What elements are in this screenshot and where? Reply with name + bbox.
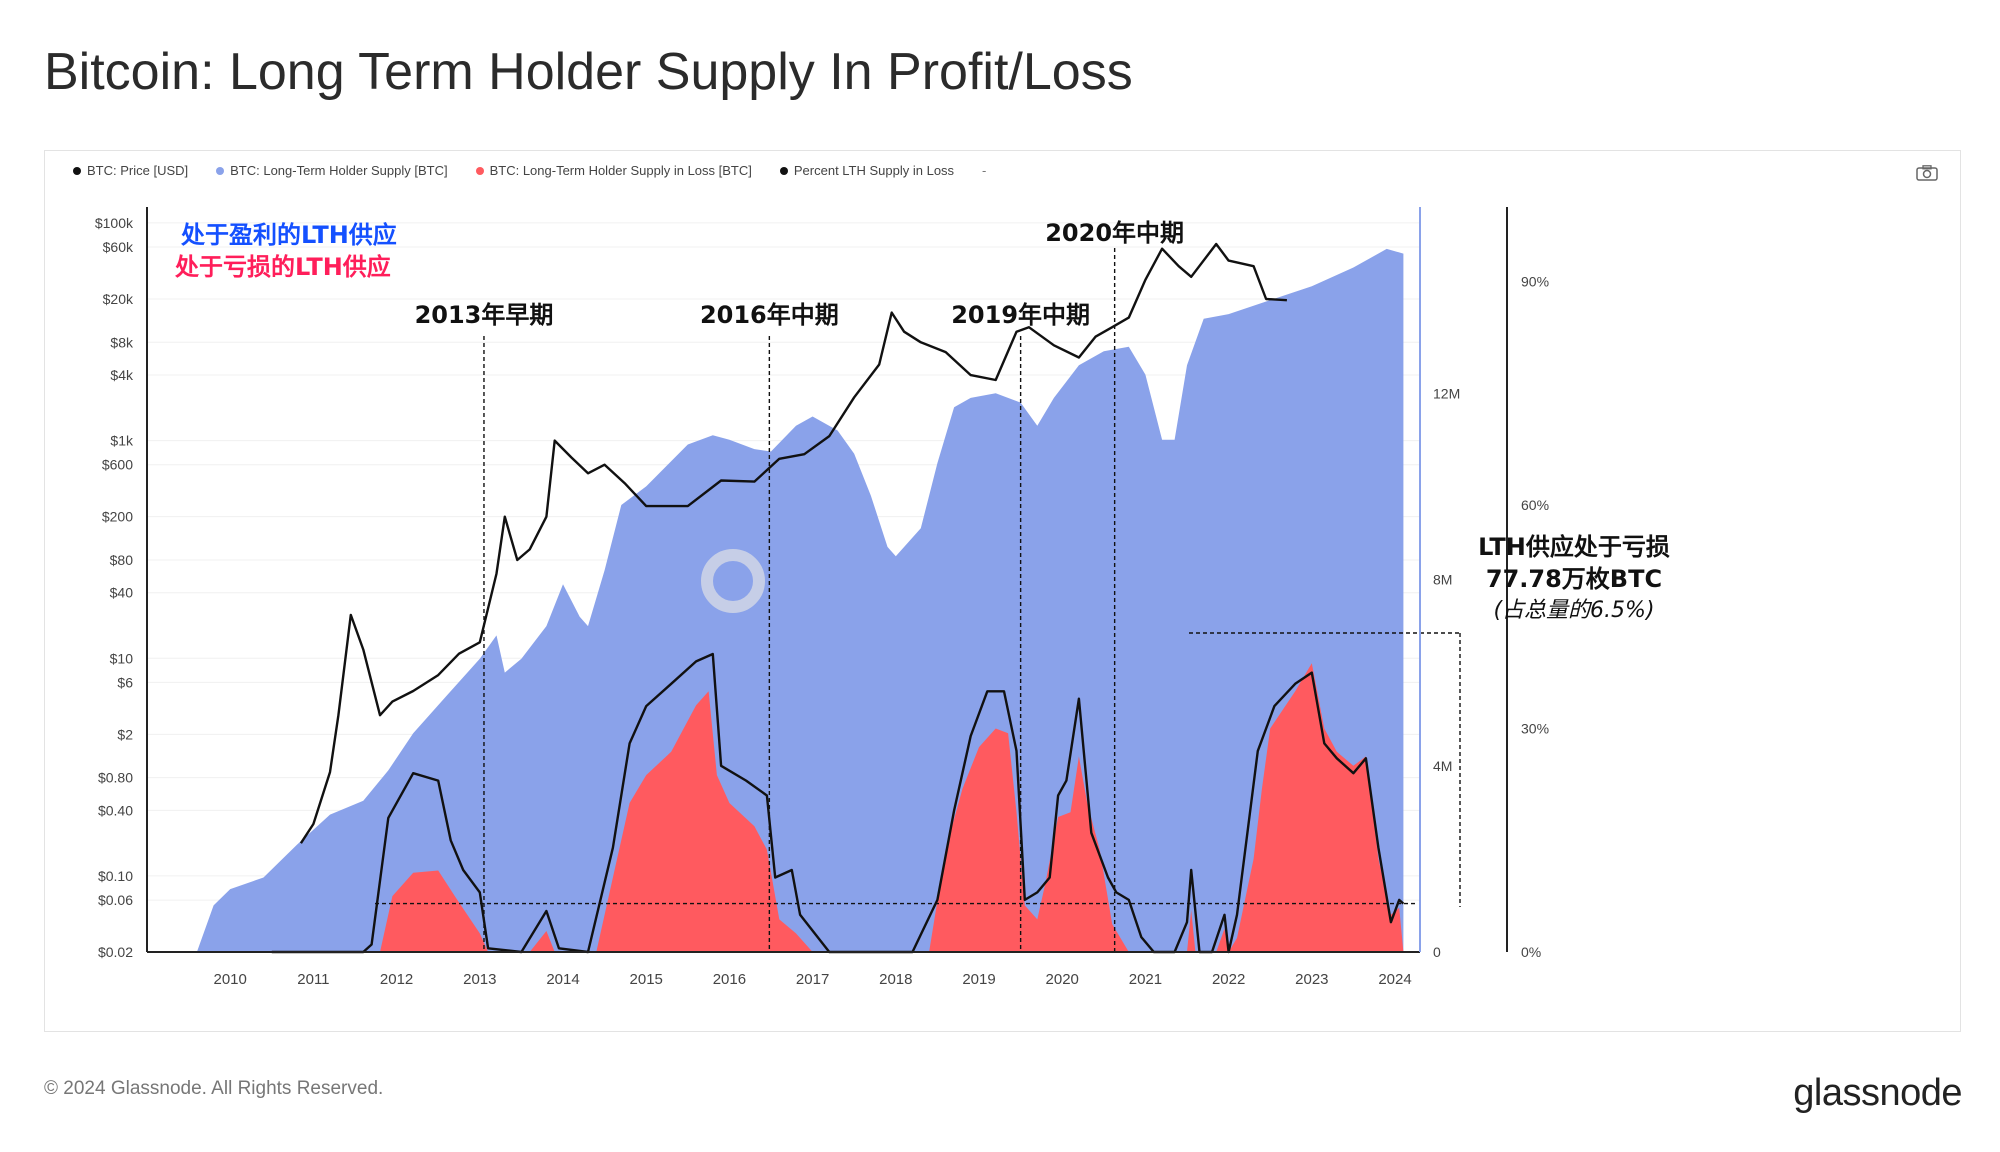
chart-svg: $100k $60k $20k $8k $4k $1k $600 $200 $80 $40 $10 $… [95, 207, 1670, 988]
price-tick-label: $0.06 [98, 892, 133, 908]
marker-label-1: 2016年中期 [700, 301, 839, 329]
price-tick-label: $2 [117, 726, 133, 742]
price-tick-label: $100k [95, 215, 134, 231]
legend-label-percent-loss: Percent LTH Supply in Loss [793, 163, 955, 178]
glassnode-logo[interactable]: glassnode [1793, 1072, 1962, 1114]
callout-line2: 77.78万枚BTC [1486, 565, 1662, 593]
lth-loss-area [380, 663, 1404, 952]
legend-dot-percent-loss [779, 166, 788, 175]
x-tick-label: 2010 [214, 971, 247, 988]
price-tick-label: $4k [110, 367, 134, 383]
x-tick-label: 2012 [380, 971, 413, 988]
price-tick-label: $0.10 [98, 868, 133, 884]
legend-item-percent-loss[interactable]: Percent LTH Supply in Loss [779, 163, 955, 178]
watermark-circle [701, 549, 765, 613]
legend-label-lth-loss: BTC: Long-Term Holder Supply in Loss [BT… [489, 163, 752, 178]
price-tick-label: $200 [102, 509, 133, 525]
supply-tick-label: 4M [1433, 758, 1452, 774]
x-tick-label: 2020 [1046, 971, 1079, 988]
price-tick-label: $1k [110, 433, 134, 449]
x-tick-label: 2017 [796, 971, 829, 988]
x-tick-label: 2014 [546, 971, 579, 988]
x-tick-label: 2022 [1212, 971, 1245, 988]
supply-tick-label: 0 [1433, 944, 1441, 960]
line-series [271, 242, 1405, 954]
percent-loss-line [271, 652, 1405, 954]
tick-labels: $100k $60k $20k $8k $4k $1k $600 $200 $80 $40 $10 $… [95, 215, 1549, 988]
loss-annotation: 处于亏损的LTH供应 [174, 253, 391, 281]
percent-tick-label: 0% [1521, 944, 1541, 960]
x-tick-label: 2013 [463, 971, 496, 988]
price-tick-label: $60k [103, 239, 134, 255]
marker-label-2: 2019年中期 [951, 301, 1090, 329]
profit-annotation: 处于盈利的LTH供应 [180, 221, 397, 249]
x-tick-label: 2018 [879, 971, 912, 988]
x-tick-label: 2021 [1129, 971, 1162, 988]
legend-dot-lth-loss [475, 166, 484, 175]
legend-label-price: BTC: Price [USD] [87, 163, 189, 178]
page-title: Bitcoin: Long Term Holder Supply In Prof… [44, 43, 1133, 101]
lth-supply-area [196, 248, 1404, 952]
area-series [196, 248, 1404, 952]
price-tick-label: $8k [110, 334, 134, 350]
marker-label-3: 2020年中期 [1045, 219, 1184, 247]
price-tick-label: $10 [110, 650, 134, 666]
x-tick-label: 2015 [630, 971, 663, 988]
price-tick-label: $40 [110, 585, 134, 601]
price-line [299, 242, 1287, 844]
x-tick-label: 2011 [297, 971, 329, 988]
percent-tick-label: 60% [1521, 497, 1549, 513]
price-tick-label: $0.02 [98, 944, 133, 960]
price-tick-label: $0.40 [98, 802, 133, 818]
legend-dot-lth-supply [216, 166, 225, 175]
marker-label-0: 2013年早期 [415, 301, 554, 329]
legend-extra: - [982, 163, 987, 178]
legend: BTC: Price [USD] BTC: Long-Term Holder S… [73, 163, 986, 178]
x-tick-label: 2024 [1378, 971, 1411, 988]
supply-tick-label: 8M [1433, 572, 1452, 588]
price-tick-label: $80 [110, 552, 134, 568]
legend-item-lth-loss[interactable]: BTC: Long-Term Holder Supply in Loss [BT… [475, 163, 752, 178]
axes [146, 207, 1508, 953]
legend-label-lth-supply: BTC: Long-Term Holder Supply [BTC] [230, 163, 448, 178]
legend-item-lth-supply[interactable]: BTC: Long-Term Holder Supply [BTC] [216, 163, 448, 178]
x-tick-label: 2016 [713, 971, 746, 988]
percent-tick-label: 30% [1521, 721, 1549, 737]
callout-line1: LTH供应处于亏损 [1478, 533, 1670, 561]
copyright-text: © 2024 Glassnode. All Rights Reserved. [44, 1078, 384, 1099]
watermark-logo [701, 549, 765, 613]
legend-item-price[interactable]: BTC: Price [USD] [73, 163, 188, 178]
x-tick-label: 2019 [962, 971, 995, 988]
price-tick-label: $6 [117, 674, 133, 690]
price-tick-label: $20k [103, 291, 134, 307]
marker-lines [375, 248, 1461, 952]
legend-dot-price [73, 166, 81, 175]
chart-frame: BTC: Price [USD] BTC: Long-Term Holder S… [44, 150, 1961, 1032]
x-tick-label: 2023 [1295, 971, 1328, 988]
percent-tick-label: 90% [1521, 274, 1549, 290]
price-tick-label: $600 [102, 457, 133, 473]
callout-line3: (占总量的6.5%) [1493, 598, 1654, 623]
supply-tick-label: 12M [1433, 385, 1460, 401]
camera-icon[interactable] [1916, 165, 1938, 181]
price-tick-label: $0.80 [98, 770, 133, 786]
